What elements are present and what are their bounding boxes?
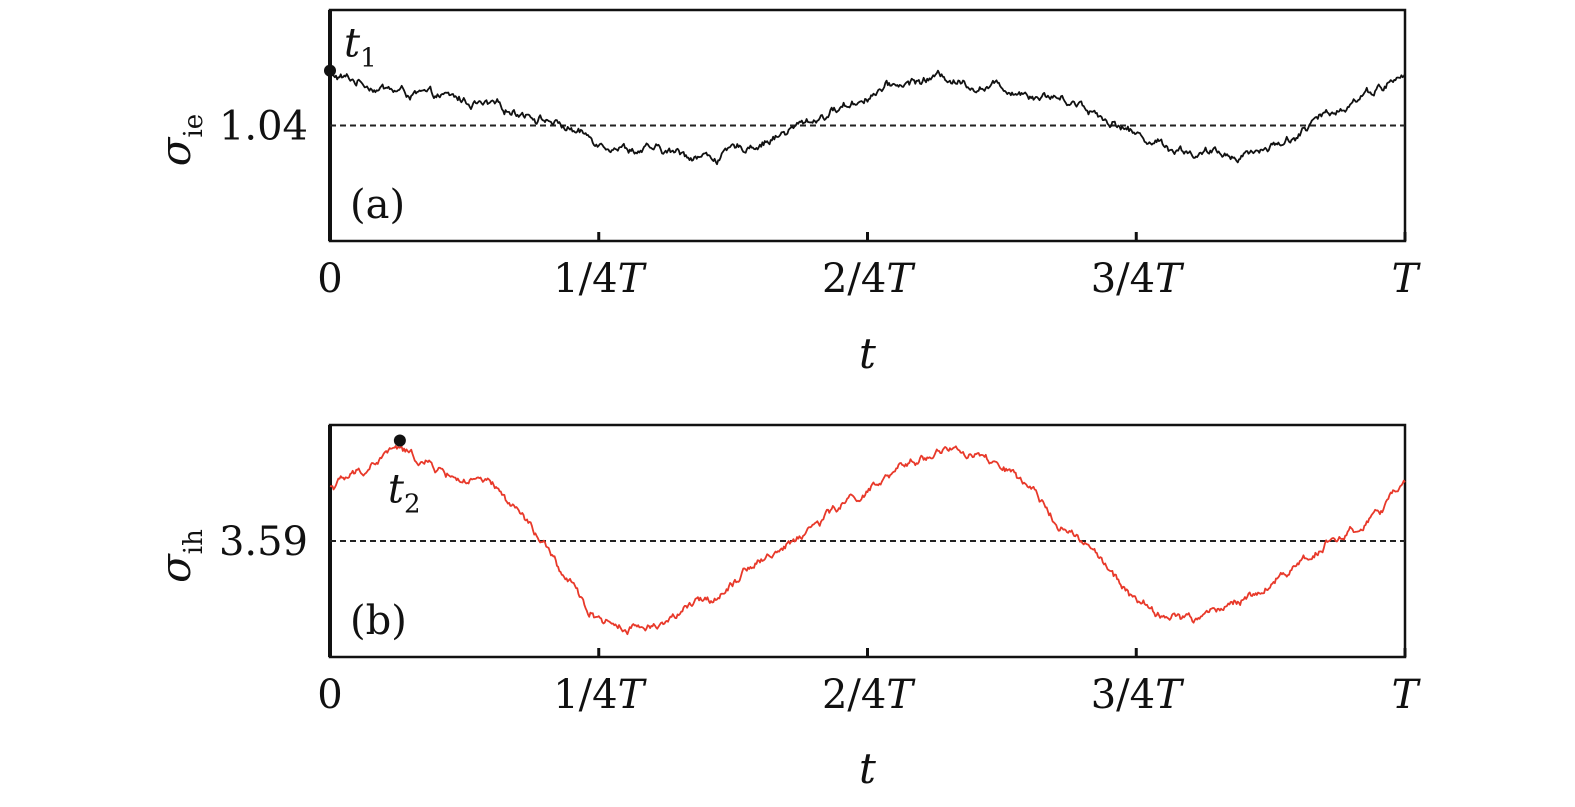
panel-a-marker-t1 xyxy=(324,64,336,77)
panel-b-x-tick-label-2: 2/4T xyxy=(822,672,916,718)
panel-a-x-tick-label-2: 2/4T xyxy=(822,256,916,302)
panel-b-x-tick-label-0: 0 xyxy=(317,672,342,718)
panel-a: 1.04 0 1/4T 2/4T 3/4T Tt σie (a) t1 xyxy=(151,8,1422,378)
panel-b: 3.59 0 1/4T 2/4T 3/4T Tt σih (b) t2 xyxy=(151,423,1422,793)
panel-a-marker-label-t1: t1 xyxy=(344,21,377,74)
panel-b-x-axis-label: t xyxy=(859,744,876,793)
panel-b-panel-label: (b) xyxy=(350,598,407,644)
panel-a-panel-label: (a) xyxy=(350,182,405,228)
panel-a-x-tick-label-4: T xyxy=(1392,256,1422,302)
panel-b-y-axis-label: σih xyxy=(151,529,209,583)
panel-b-x-tick-label-1: 1/4T xyxy=(553,672,647,718)
panel-a-x-tick-label-3: 3/4T xyxy=(1091,256,1185,302)
panel-b-marker-label-t2: t2 xyxy=(388,466,421,519)
panel-a-x-tick-label-1: 1/4T xyxy=(553,256,647,302)
panel-a-series-line-0 xyxy=(329,69,1406,166)
panel-a-y-tick-label: 1.04 xyxy=(219,104,308,150)
panel-a-x-tick-label-0: 0 xyxy=(317,256,342,302)
panel-a-x-axis-label: t xyxy=(859,329,876,378)
panel-b-x-tick-label-4: T xyxy=(1392,672,1422,718)
panel-a-y-axis-label: σie xyxy=(151,114,209,166)
panel-b-y-tick-label: 3.59 xyxy=(219,519,308,565)
panel-b-x-tick-label-3: 3/4T xyxy=(1091,672,1185,718)
panel-b-marker-t2 xyxy=(393,434,406,447)
panel-b-series-line-0 xyxy=(329,445,1406,636)
